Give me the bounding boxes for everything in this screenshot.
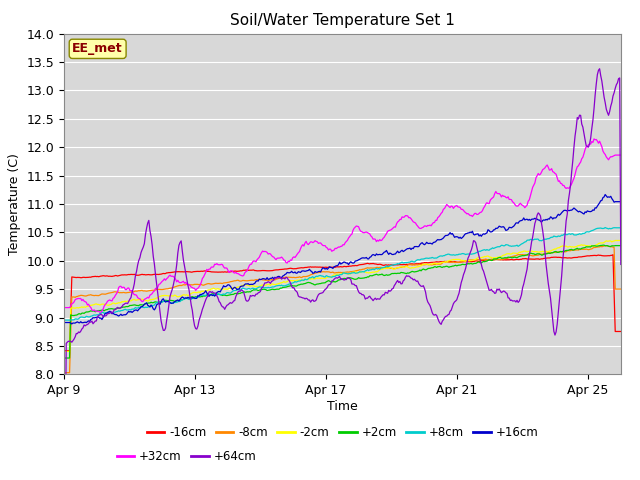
- +2cm: [362, 275, 369, 280]
- -16cm: [60, 348, 68, 353]
- Line: +64cm: +64cm: [64, 69, 621, 480]
- Line: +8cm: +8cm: [64, 228, 621, 320]
- Y-axis label: Temperature (C): Temperature (C): [8, 153, 21, 255]
- +64cm: [605, 112, 612, 118]
- +64cm: [328, 278, 335, 284]
- +32cm: [362, 229, 370, 235]
- -16cm: [604, 253, 611, 259]
- +2cm: [516, 253, 524, 259]
- -2cm: [516, 250, 524, 255]
- +64cm: [324, 282, 332, 288]
- -16cm: [617, 329, 625, 335]
- +32cm: [518, 202, 525, 207]
- -8cm: [362, 265, 369, 271]
- Legend: +32cm, +64cm: +32cm, +64cm: [112, 445, 261, 468]
- -8cm: [605, 243, 612, 249]
- +8cm: [602, 225, 609, 230]
- +16cm: [329, 265, 337, 271]
- Line: -8cm: -8cm: [64, 246, 621, 372]
- Title: Soil/Water Temperature Set 1: Soil/Water Temperature Set 1: [230, 13, 455, 28]
- +16cm: [518, 217, 525, 223]
- +32cm: [393, 221, 401, 227]
- -16cm: [609, 252, 617, 258]
- +64cm: [362, 296, 369, 302]
- -8cm: [60, 370, 68, 375]
- +2cm: [60, 355, 68, 361]
- +32cm: [96, 310, 104, 315]
- +2cm: [328, 279, 335, 285]
- +2cm: [617, 243, 625, 249]
- -2cm: [617, 238, 625, 243]
- +8cm: [516, 242, 524, 248]
- -8cm: [602, 243, 610, 249]
- +32cm: [329, 248, 337, 253]
- +2cm: [324, 278, 332, 284]
- +2cm: [392, 271, 399, 276]
- -16cm: [328, 264, 335, 270]
- +8cm: [60, 317, 68, 323]
- Text: EE_met: EE_met: [72, 42, 123, 55]
- -16cm: [392, 262, 399, 268]
- -2cm: [60, 348, 68, 354]
- -16cm: [324, 264, 332, 270]
- X-axis label: Time: Time: [327, 400, 358, 413]
- +8cm: [605, 226, 612, 232]
- +64cm: [617, 262, 625, 267]
- +16cm: [362, 254, 370, 260]
- -2cm: [604, 238, 611, 244]
- +16cm: [606, 194, 614, 200]
- -16cm: [362, 261, 369, 267]
- Line: -16cm: -16cm: [64, 255, 621, 350]
- -16cm: [516, 256, 524, 262]
- +32cm: [617, 152, 625, 158]
- +16cm: [602, 192, 609, 197]
- -8cm: [324, 269, 332, 275]
- +8cm: [324, 274, 332, 279]
- +16cm: [68, 321, 76, 327]
- +8cm: [362, 268, 369, 274]
- +64cm: [392, 281, 399, 287]
- Line: +2cm: +2cm: [64, 245, 621, 358]
- +8cm: [392, 262, 399, 267]
- -2cm: [362, 269, 369, 275]
- -8cm: [617, 286, 625, 292]
- +16cm: [326, 264, 333, 270]
- +32cm: [590, 136, 598, 142]
- +8cm: [617, 225, 625, 231]
- -8cm: [328, 269, 335, 275]
- -2cm: [392, 266, 399, 272]
- Line: +32cm: +32cm: [64, 139, 621, 312]
- +8cm: [328, 275, 335, 280]
- -8cm: [516, 252, 524, 257]
- +64cm: [596, 66, 604, 72]
- +2cm: [605, 243, 612, 249]
- +2cm: [600, 242, 608, 248]
- +32cm: [326, 246, 333, 252]
- +16cm: [393, 250, 401, 255]
- Line: -2cm: -2cm: [64, 240, 621, 351]
- +16cm: [60, 320, 68, 325]
- +32cm: [606, 155, 614, 161]
- -2cm: [324, 274, 332, 279]
- Line: +16cm: +16cm: [64, 194, 621, 324]
- -8cm: [392, 266, 399, 272]
- +16cm: [617, 199, 625, 204]
- +64cm: [516, 296, 524, 301]
- +32cm: [60, 305, 68, 311]
- -2cm: [611, 238, 619, 243]
- -2cm: [328, 273, 335, 279]
